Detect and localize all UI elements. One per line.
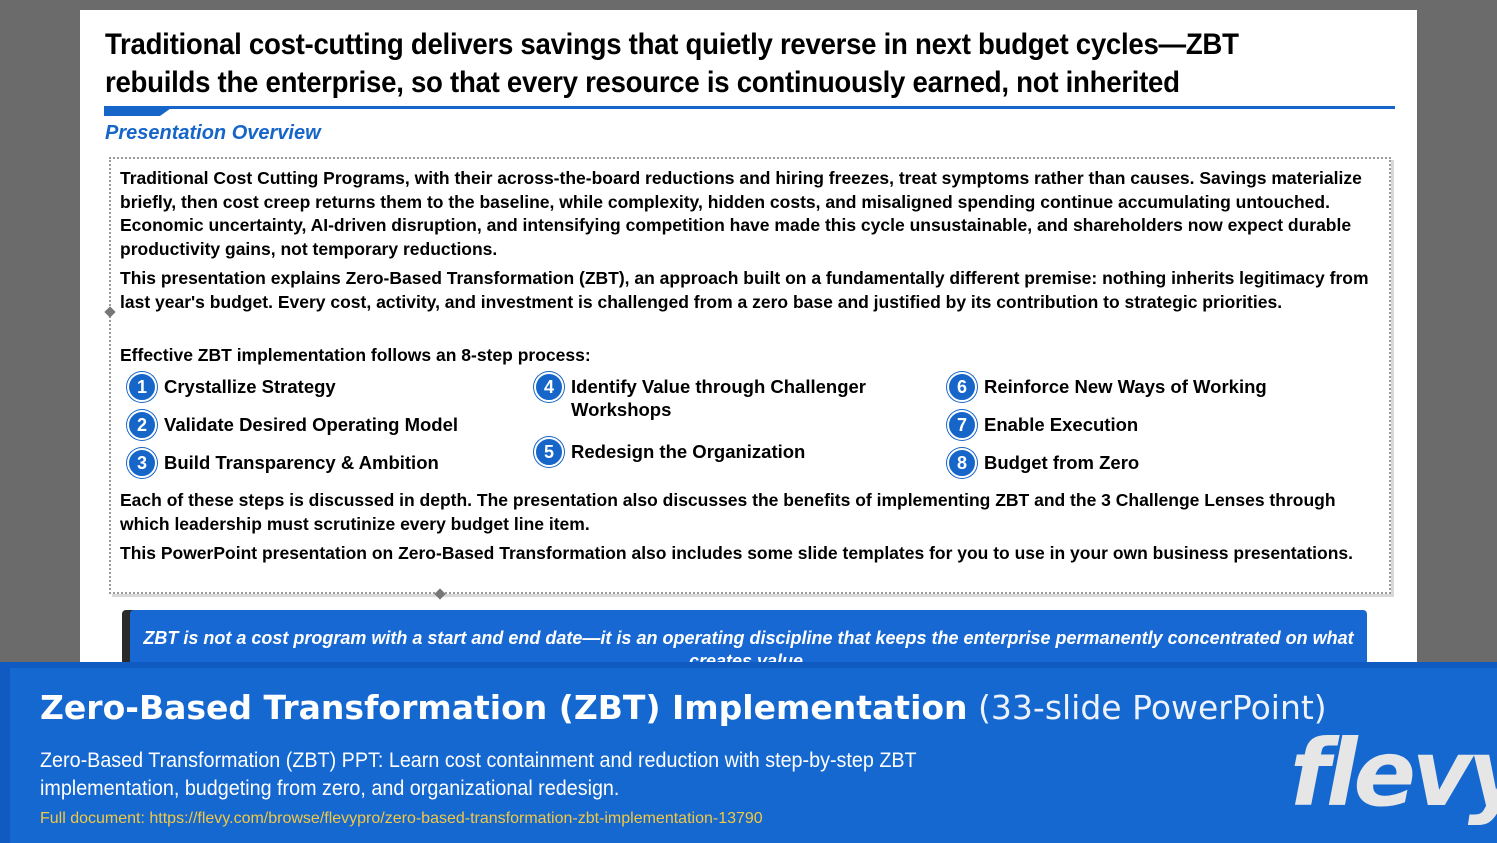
paragraph-steps-intro: Effective ZBT implementation follows an …: [120, 345, 591, 365]
step-number-badge: 4: [534, 372, 564, 402]
step-item: 6 Reinforce New Ways of Working: [947, 372, 1267, 402]
step-item: 2 Validate Desired Operating Model: [127, 410, 458, 440]
product-title: Zero-Based Transformation (ZBT) Implemen…: [40, 688, 1327, 727]
banner-panel: [10, 668, 1497, 843]
product-banner: [0, 662, 1497, 843]
section-label: Presentation Overview: [105, 122, 321, 144]
title-divider-accent: [104, 106, 174, 116]
step-item: 1 Crystallize Strategy: [127, 372, 336, 402]
document-link[interactable]: Full document: https://flevy.com/browse/…: [40, 810, 763, 827]
step-label: Redesign the Organization: [571, 441, 806, 462]
step-label: Identify Value through Challenger Worksh…: [571, 376, 867, 420]
step-label: Crystallize Strategy: [164, 376, 336, 397]
paragraph-problem: Traditional Cost Cutting Programs, with …: [120, 168, 1362, 259]
step-item: 4 Identify Value through Challenger Work…: [534, 372, 904, 421]
slide-title: Traditional cost-cutting delivers saving…: [105, 28, 1239, 99]
flevy-logo: flevy: [1290, 720, 1497, 827]
step-number-badge: 5: [534, 437, 564, 467]
paragraph-depth: Each of these steps is discussed in dept…: [120, 490, 1336, 534]
step-number-badge: 8: [947, 448, 977, 478]
callout-box: ZBT is not a cost program with a start a…: [130, 610, 1367, 670]
step-number-badge: 2: [127, 410, 157, 440]
product-title-slide-count: (33-slide PowerPoint): [978, 688, 1327, 727]
step-label: Budget from Zero: [984, 452, 1140, 473]
step-label: Enable Execution: [984, 414, 1139, 435]
step-number-badge: 1: [127, 372, 157, 402]
step-number-badge: 3: [127, 448, 157, 478]
title-divider: [104, 106, 1395, 109]
step-label: Validate Desired Operating Model: [164, 414, 459, 435]
step-item: 3 Build Transparency & Ambition: [127, 448, 439, 478]
paragraph-zbt-intro: This presentation explains Zero-Based Tr…: [120, 268, 1369, 312]
product-title-main: Zero-Based Transformation (ZBT) Implemen…: [40, 688, 968, 727]
slide-preview: Traditional cost-cutting delivers saving…: [80, 10, 1417, 670]
product-description: Zero-Based Transformation (ZBT) PPT: Lea…: [40, 749, 917, 800]
step-number-badge: 7: [947, 410, 977, 440]
step-label: Build Transparency & Ambition: [164, 452, 439, 473]
step-item: 5 Redesign the Organization: [534, 437, 805, 467]
step-label: Reinforce New Ways of Working: [984, 376, 1267, 397]
paragraph-templates: This PowerPoint presentation on Zero-Bas…: [120, 543, 1354, 563]
overview-box: [109, 157, 1391, 594]
step-number-badge: 6: [947, 372, 977, 402]
step-item: 8 Budget from Zero: [947, 448, 1139, 478]
step-item: 7 Enable Execution: [947, 410, 1138, 440]
